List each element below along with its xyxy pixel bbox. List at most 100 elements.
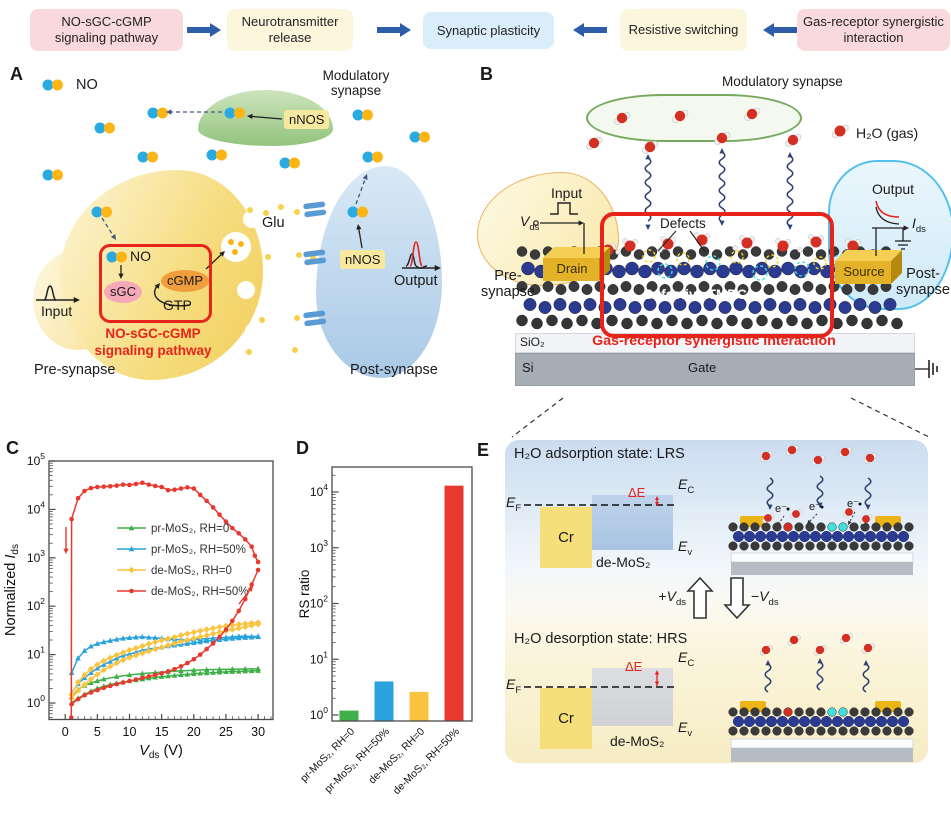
- e-hrs-ec-label: EC: [678, 649, 694, 669]
- b-modulatory-synapse-label: Modulatory synapse: [722, 74, 843, 89]
- svg-text:15: 15: [155, 725, 169, 739]
- svg-text:101: 101: [310, 649, 328, 666]
- flow-step-resistive: Resistive switching: [620, 9, 747, 51]
- e-lrs-title: H₂O adsorption state: LRS: [514, 446, 685, 462]
- panel-b-label: B: [480, 64, 493, 84]
- svg-text:102: 102: [27, 596, 45, 613]
- e-hrs-ev-sub: v: [687, 727, 693, 739]
- e-lrs-demos2-label: de-MoS₂: [596, 554, 651, 570]
- panel-d-label: D: [296, 438, 309, 458]
- b-si-label: Si: [522, 360, 534, 375]
- a-gtp-label: GTP: [163, 297, 192, 313]
- b-h2o-gas-label: H₂O (gas): [856, 125, 919, 141]
- svg-text:de-MoS₂, RH=50%: de-MoS₂, RH=50%: [391, 726, 462, 797]
- b-vds-symbol: V: [520, 213, 530, 229]
- svg-text:100: 100: [27, 693, 45, 710]
- e-hrs-title: H₂O desorption state: HRS: [514, 631, 688, 647]
- flow-step-neurotransmitter: Neurotransmitter release: [227, 9, 353, 51]
- b-ids-label: Ids: [912, 215, 926, 235]
- e-plus-sign: +: [658, 588, 667, 604]
- a-postsynapse-label: Post-synapse: [350, 362, 438, 378]
- e-electron-label-1: e⁻: [775, 503, 787, 515]
- a-signaling-pathway-box: [99, 244, 212, 323]
- e-hrs-ev-label: Ev: [678, 719, 693, 739]
- svg-text:30: 30: [251, 725, 265, 739]
- e-hrs-cr-electrode: Cr: [540, 688, 592, 749]
- b-defects-label: Defects: [660, 216, 706, 231]
- b-si-layer: [515, 353, 915, 386]
- a-glu-label: Glu: [262, 215, 285, 231]
- e-hrs-semiconductor-band: [592, 668, 673, 726]
- e-minus-sign: −: [751, 588, 760, 604]
- a-presynapse-label: Pre-synapse: [34, 362, 116, 378]
- e-lrs-ef-symbol: E: [506, 494, 516, 510]
- e-minus-vds-sub: ds: [768, 596, 779, 608]
- e-lrs-delta-e-label: ΔE: [628, 485, 646, 500]
- a-nnos-chip-post: nNOS: [340, 250, 386, 269]
- a-input-label: Input: [41, 303, 73, 319]
- e-electron-label-2: e⁻: [809, 501, 821, 513]
- svg-text:Vds (V): Vds (V): [139, 743, 183, 761]
- a-output-label: Output: [394, 273, 438, 289]
- svg-text:pr-MoS₂, RH=50%: pr-MoS₂, RH=50%: [151, 544, 246, 556]
- svg-text:104: 104: [27, 499, 45, 516]
- flow-step-gas-receptor: Gas-receptor synergistic interaction: [797, 9, 950, 51]
- panel-c-label: C: [6, 438, 19, 458]
- svg-text:101: 101: [27, 645, 45, 662]
- b-source-label: Source: [843, 264, 885, 279]
- e-electron-label-3: e⁻: [847, 498, 859, 510]
- svg-text:103: 103: [27, 548, 45, 565]
- panel-a-label: A: [10, 64, 23, 84]
- e-hrs-demos2-label: de-MoS₂: [610, 733, 665, 749]
- svg-text:105: 105: [27, 451, 45, 468]
- a-no-in-box-label: NO: [130, 248, 151, 264]
- e-minus-vds-symbol: V: [759, 588, 769, 604]
- e-hrs-delta-e-label: ΔE: [625, 659, 643, 674]
- a-nnos-chip-modulatory: nNOS: [284, 110, 330, 129]
- b-gas-receptor-box: [600, 212, 834, 338]
- e-lrs-ev-symbol: E: [678, 538, 688, 554]
- svg-text:104: 104: [310, 482, 328, 499]
- a-cgmp-ellipse: cGMP: [161, 270, 209, 292]
- svg-text:100: 100: [310, 705, 328, 722]
- a-sgc-ellipse: sGC: [104, 281, 142, 303]
- e-hrs-ef-symbol: E: [506, 676, 516, 692]
- svg-text:20: 20: [187, 725, 201, 739]
- svg-text:Normalized Ids: Normalized Ids: [3, 544, 21, 636]
- b-sio2-layer: [515, 333, 915, 353]
- b-ids-symbol: I: [912, 215, 916, 231]
- e-plus-vds-sub: ds: [675, 596, 686, 608]
- b-vds-subscript: ds: [529, 221, 540, 233]
- svg-text:5: 5: [94, 725, 101, 739]
- svg-text:0: 0: [62, 725, 69, 739]
- flow-step-plasticity: Synaptic plasticity: [423, 12, 554, 49]
- svg-text:pr-MoS₂, RH=50%: pr-MoS₂, RH=50%: [322, 726, 392, 796]
- svg-text:102: 102: [310, 594, 328, 611]
- svg-text:25: 25: [219, 725, 233, 739]
- e-lrs-ev-label: Ev: [678, 538, 692, 558]
- a-pathway-caption-line2: signaling pathway: [94, 343, 212, 358]
- b-modulatory-synapse-shape: [586, 94, 802, 142]
- a-no-legend-label: NO: [76, 77, 98, 93]
- svg-text:RS ratio: RS ratio: [297, 570, 312, 619]
- b-sio2-label: SiO₂: [520, 335, 545, 349]
- e-lrs-semiconductor-band: [592, 495, 673, 550]
- b-presynapse-label: Pre-synapse: [480, 268, 535, 301]
- iv-hysteresis-chart: 100 101 102 103 104 105 0 5 10 15 20 25 30 pr-MoS₂, R…: [3, 451, 274, 761]
- b-gate-label: Gate: [688, 360, 717, 375]
- e-lrs-ec-sub: C: [687, 484, 695, 496]
- e-plus-vds-label: +Vds: [644, 588, 686, 608]
- e-lrs-ec-label: EC: [678, 476, 695, 496]
- a-modulatory-synapse-label: Modulatory synapse: [322, 68, 390, 99]
- a-presynapse-shape: [60, 170, 263, 380]
- panel-e-label: E: [477, 440, 490, 460]
- svg-text:103: 103: [310, 538, 328, 555]
- b-drain-label: Drain: [556, 261, 588, 276]
- e-lrs-cr-electrode: Cr: [540, 507, 592, 568]
- svg-text:de-MoS₂, RH=50%: de-MoS₂, RH=50%: [151, 586, 248, 598]
- e-minus-vds-label: −Vds: [751, 588, 779, 608]
- a-pathway-caption-line1: NO-sGC-cGMP: [105, 326, 201, 341]
- b-defective-tmdcs-label: Defective TMDCs: [644, 287, 755, 302]
- flow-step-signaling: NO-sGC-cGMP signaling pathway: [30, 9, 183, 51]
